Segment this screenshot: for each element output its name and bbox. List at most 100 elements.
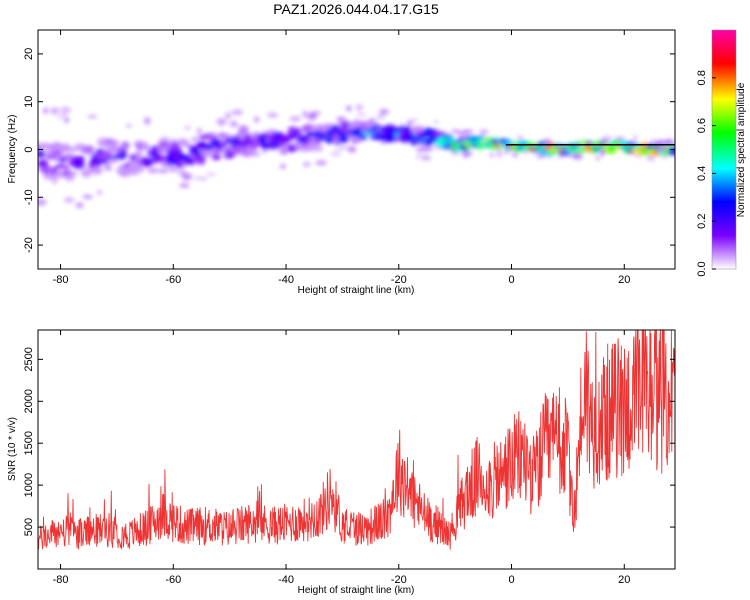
spectrogram-cell — [68, 171, 79, 176]
y-tick-label: 2000 — [23, 389, 35, 413]
spectrogram-cell — [168, 166, 178, 173]
spectrogram-cell — [38, 198, 47, 206]
spectrogram-cell — [376, 113, 386, 120]
spectrogram-cell — [421, 154, 431, 161]
spectrogram-cell — [62, 165, 70, 170]
spectrogram-cell — [189, 146, 200, 156]
spectrogram-cell — [284, 134, 294, 142]
colorbar-label: Normalized spectral amplitude — [736, 82, 747, 217]
spectrogram-cell — [104, 165, 112, 172]
spectrogram-cell — [415, 154, 423, 159]
y-tick-label: -20 — [23, 237, 35, 253]
spectrogram-cell — [38, 149, 46, 159]
spectrogram-cell — [573, 151, 584, 160]
spectrogram-cell — [305, 111, 311, 120]
spectrogram-cell — [201, 177, 208, 181]
spectrogram-cell — [290, 127, 303, 133]
spectrogram-cell — [433, 120, 439, 124]
spectrogram-cell — [594, 154, 602, 161]
spectrogram-cell — [248, 152, 261, 157]
spectrogram-cell — [87, 115, 98, 119]
colorbar: 0.0 0.2 0.4 0.6 0.8 Normalized spectral ampl… — [696, 29, 747, 277]
spectrogram-cell — [196, 157, 206, 166]
spectrogram-cell — [57, 115, 63, 120]
spectrogram-cell — [177, 169, 187, 176]
spectrogram-cell — [503, 149, 510, 154]
spectrogram-cell — [463, 150, 469, 159]
spectrogram-cell — [489, 152, 495, 158]
colorbar-tick-label: 0.4 — [696, 166, 708, 181]
spectrogram-cell — [305, 132, 314, 138]
spectrogram-cell — [81, 173, 91, 178]
y-tick-label: -10 — [23, 189, 35, 205]
spectrogram-cell — [183, 125, 192, 131]
spectrogram-cell — [64, 117, 69, 123]
spectrogram-cell — [379, 108, 389, 115]
y-tick-label: 2500 — [23, 347, 35, 371]
spectrogram-cell — [75, 202, 84, 208]
x-tick-label: -20 — [391, 574, 407, 586]
x-tick-label: -60 — [165, 274, 181, 286]
spectrogram-cell — [356, 112, 367, 117]
spectrogram-cell — [450, 129, 461, 134]
spectrogram-cell — [267, 112, 279, 118]
spectrogram-cell — [60, 106, 71, 114]
spectrogram-cell — [97, 190, 103, 195]
spectrogram-y-ticks: 20 10 0 -10 -20 — [23, 48, 675, 253]
spectrogram-cell — [203, 150, 216, 156]
spectrogram-cell — [407, 119, 413, 127]
spectrogram-cell — [107, 157, 118, 164]
spectrogram-cell — [157, 168, 169, 174]
figure-title: PAZ1.2026.044.04.17.G15 — [273, 1, 439, 17]
spectrogram-cell — [512, 151, 519, 158]
spectrogram-cell — [144, 117, 151, 125]
spectrogram-cell — [670, 146, 675, 155]
spectrogram-cell — [76, 155, 85, 161]
snr-panel: -80 -60 -40 -20 0 20 500 1000 1500 2000 2500 Heig… — [7, 329, 676, 596]
colorbar-tick-label: 0.0 — [696, 261, 708, 276]
colorbar-tick-label: 0.6 — [696, 118, 708, 133]
spectrogram-cell — [334, 147, 344, 151]
x-tick-label: -20 — [391, 274, 407, 286]
x-tick-label: -40 — [278, 274, 294, 286]
spectrogram-cell — [216, 117, 227, 126]
spectrogram-cell — [289, 116, 301, 122]
spectrogram-cell — [147, 167, 159, 174]
spectrogram-cell — [77, 163, 86, 168]
spectrogram-cell — [663, 139, 675, 143]
x-tick-label: 0 — [508, 274, 514, 286]
spectrogram-cell — [346, 105, 352, 112]
spectrogram-cell — [330, 151, 342, 157]
spectrogram-cell — [302, 123, 315, 132]
spectrogram-cell — [64, 175, 75, 182]
x-tick-label: -40 — [278, 574, 294, 586]
snr-y-ticks: 500 1000 1500 2000 2500 — [23, 347, 675, 536]
spectrogram-cell — [261, 149, 268, 154]
x-tick-label: -60 — [165, 574, 181, 586]
colorbar-tick-label: 0.2 — [696, 214, 708, 229]
spectrogram-y-label: Frequency (Hz) — [7, 115, 18, 184]
spectrogram-cell — [90, 166, 103, 175]
spectrogram-cell — [411, 118, 419, 122]
y-tick-label: 10 — [23, 96, 35, 108]
spectrogram-cell — [358, 135, 368, 141]
spectrogram-cell — [225, 111, 232, 120]
spectrogram-x-label: Height of straight line (km) — [298, 285, 415, 296]
spectrogram-cell — [109, 139, 120, 147]
spectrogram-cell — [497, 150, 502, 158]
spectrogram-cell — [315, 160, 327, 166]
x-tick-label: 20 — [618, 574, 630, 586]
spectrogram-cell — [302, 161, 311, 167]
spectrogram-cell — [191, 137, 199, 142]
spectrogram-cell — [196, 127, 203, 135]
snr-y-label: SNR (10 * v/v) — [7, 417, 18, 481]
colorbar-ticks: 0.0 0.2 0.4 0.6 0.8 — [696, 70, 716, 277]
spectrogram-cell — [126, 124, 132, 128]
spectrogram-cell — [134, 150, 143, 159]
spectrogram-cell — [158, 141, 171, 149]
spectrogram-cell — [279, 163, 287, 170]
spectrogram-cell — [115, 152, 127, 160]
spectrogram-cell — [516, 134, 524, 141]
spectrogram-cell — [650, 139, 658, 144]
spectrogram-cell — [169, 139, 178, 144]
